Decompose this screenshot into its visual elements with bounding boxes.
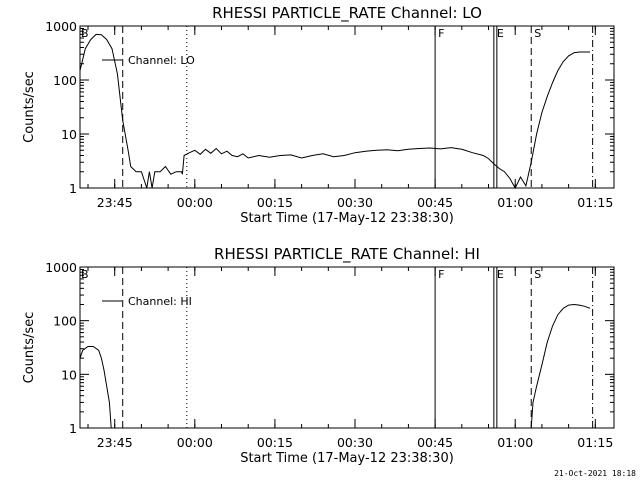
timestamp: 21-Oct-2021 18:18 (554, 469, 636, 478)
x-tick-label: 23:45 (97, 435, 133, 450)
x-tick-label: 00:45 (417, 195, 453, 210)
x-tick-label: 00:00 (177, 195, 213, 210)
y-axis-label: Counts/sec (22, 71, 37, 143)
x-tick-label: 01:00 (497, 435, 533, 450)
x-axis-label: Start Time (17-May-12 23:38:30) (240, 451, 454, 466)
x-tick-label: 00:30 (337, 195, 373, 210)
x-tick-label: 00:30 (337, 435, 373, 450)
series-line (530, 303, 591, 429)
marker-label: E (497, 268, 504, 281)
x-tick-label: 23:45 (97, 195, 133, 210)
y-tick-label: 1000 (45, 19, 77, 34)
marker-label-start: B (81, 27, 89, 40)
x-tick-label: 00:15 (257, 195, 293, 210)
marker-label: F (438, 268, 444, 281)
marker-label: E (497, 27, 504, 40)
marker-label: S (534, 268, 541, 281)
y-tick-label: 100 (53, 314, 77, 329)
legend-label: Channel: LO (128, 54, 195, 67)
chart-title: RHESSI PARTICLE_RATE Channel: LO (212, 4, 482, 23)
y-tick-label: 100 (53, 73, 77, 88)
marker-label: S (534, 27, 541, 40)
legend-label: Channel: HI (128, 295, 192, 308)
x-axis-label: Start Time (17-May-12 23:38:30) (240, 211, 454, 226)
chart-title: RHESSI PARTICLE_RATE Channel: HI (214, 245, 480, 264)
x-tick-label: 01:15 (577, 195, 613, 210)
marker-label: F (438, 27, 444, 40)
marker-label-start: B (81, 268, 89, 281)
y-tick-label: 1 (69, 181, 77, 196)
plot-frame (79, 266, 615, 429)
y-tick-label: 1 (69, 421, 77, 436)
x-tick-label: 00:45 (417, 435, 453, 450)
panel-lo: RHESSI PARTICLE_RATE Channel: LO Start Ti… (22, 4, 615, 226)
series-line (79, 33, 590, 190)
x-tick-label: 01:15 (577, 435, 613, 450)
x-tick-label: 01:00 (497, 195, 533, 210)
plot-frame (79, 25, 615, 189)
panel-hi: RHESSI PARTICLE_RATE Channel: HI Start Ti… (22, 245, 615, 466)
x-tick-label: 00:00 (177, 435, 213, 450)
y-axis-label: Counts/sec (22, 312, 37, 384)
series-line (79, 346, 112, 429)
y-tick-label: 10 (61, 127, 77, 142)
x-tick-label: 00:15 (257, 435, 293, 450)
y-tick-label: 1000 (45, 260, 77, 275)
y-tick-label: 10 (61, 367, 77, 382)
